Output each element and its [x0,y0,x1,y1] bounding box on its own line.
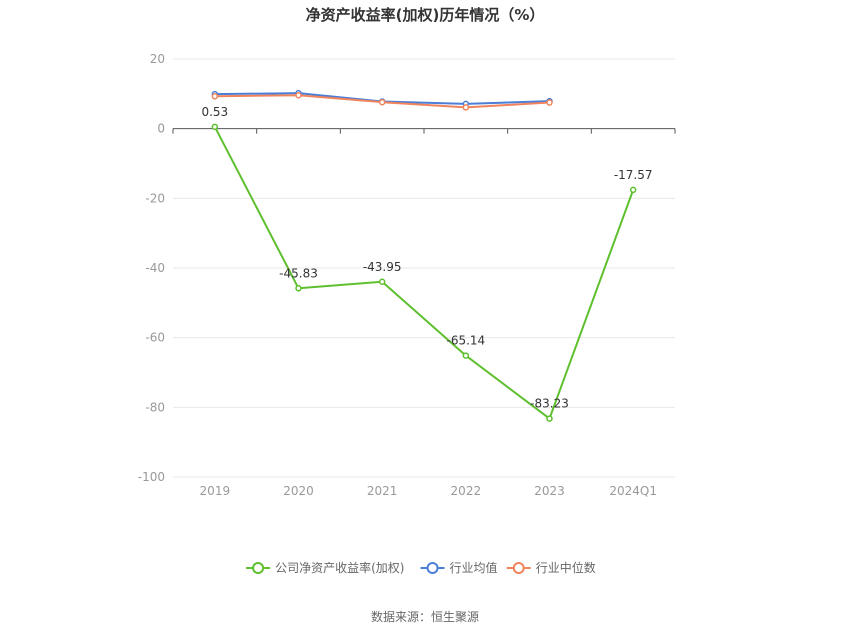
grid-lines [173,58,675,478]
chart-title: 净资产收益率(加权)历年情况（%） [306,6,545,24]
y-tick-label: -40 [145,261,165,275]
x-tick-label: 2023 [534,484,565,498]
y-tick-label: -100 [138,470,165,484]
data-point[interactable] [211,123,219,131]
data-point[interactable] [462,352,470,359]
legend-item[interactable]: 行业均值 [420,560,498,575]
data-point[interactable] [546,99,553,106]
legend-swatch-marker [252,562,265,574]
data-label: -45.83 [279,266,318,280]
data-labels: 0.53 -45.83 -43.95 -65.14 -83.23 -17.57 [201,105,652,411]
legend-label: 行业中位数 [536,560,596,575]
x-tick-label: 2020 [283,484,314,498]
x-tick-label: 2019 [200,484,231,498]
data-point[interactable] [211,93,219,100]
series-lines [211,89,637,422]
legend-label: 公司净资产收益率(加权) [275,560,404,575]
y-tick-label: -20 [145,191,165,205]
y-tick-label: 20 [150,52,165,66]
data-point[interactable] [378,278,386,286]
data-point[interactable] [462,104,470,111]
axes: 20 0 -20 -40 -60 -80 -100 2019 2020 2021 2022 2023 2… [138,52,676,498]
data-label: 0.53 [201,105,228,119]
data-point[interactable] [295,285,302,292]
data-point[interactable] [629,186,637,194]
series-line [213,126,635,420]
data-label: -65.14 [446,334,485,348]
data-source: 数据来源：恒生聚源 [371,609,479,624]
x-tick-label: 2021 [367,484,398,498]
legend[interactable]: 公司净资产收益率(加权) 行业均值 行业中位数 [246,560,596,575]
data-point[interactable] [295,91,302,99]
y-tick-label: -60 [145,331,165,345]
legend-item[interactable]: 公司净资产收益率(加权) [246,560,404,575]
y-tick-label: 0 [157,122,165,136]
data-point[interactable] [546,415,553,422]
x-tick-label: 2024Q1 [609,484,657,498]
y-tick-label: -80 [145,400,165,414]
data-label: -43.95 [363,260,402,274]
legend-swatch-marker [426,562,439,574]
data-point[interactable] [378,98,386,106]
data-label: -17.57 [614,168,653,182]
legend-swatch-marker [512,562,525,574]
legend-item[interactable]: 行业中位数 [506,560,596,575]
x-tick-label: 2022 [451,484,482,498]
data-label: -83.23 [530,397,569,411]
legend-label: 行业均值 [450,560,498,575]
